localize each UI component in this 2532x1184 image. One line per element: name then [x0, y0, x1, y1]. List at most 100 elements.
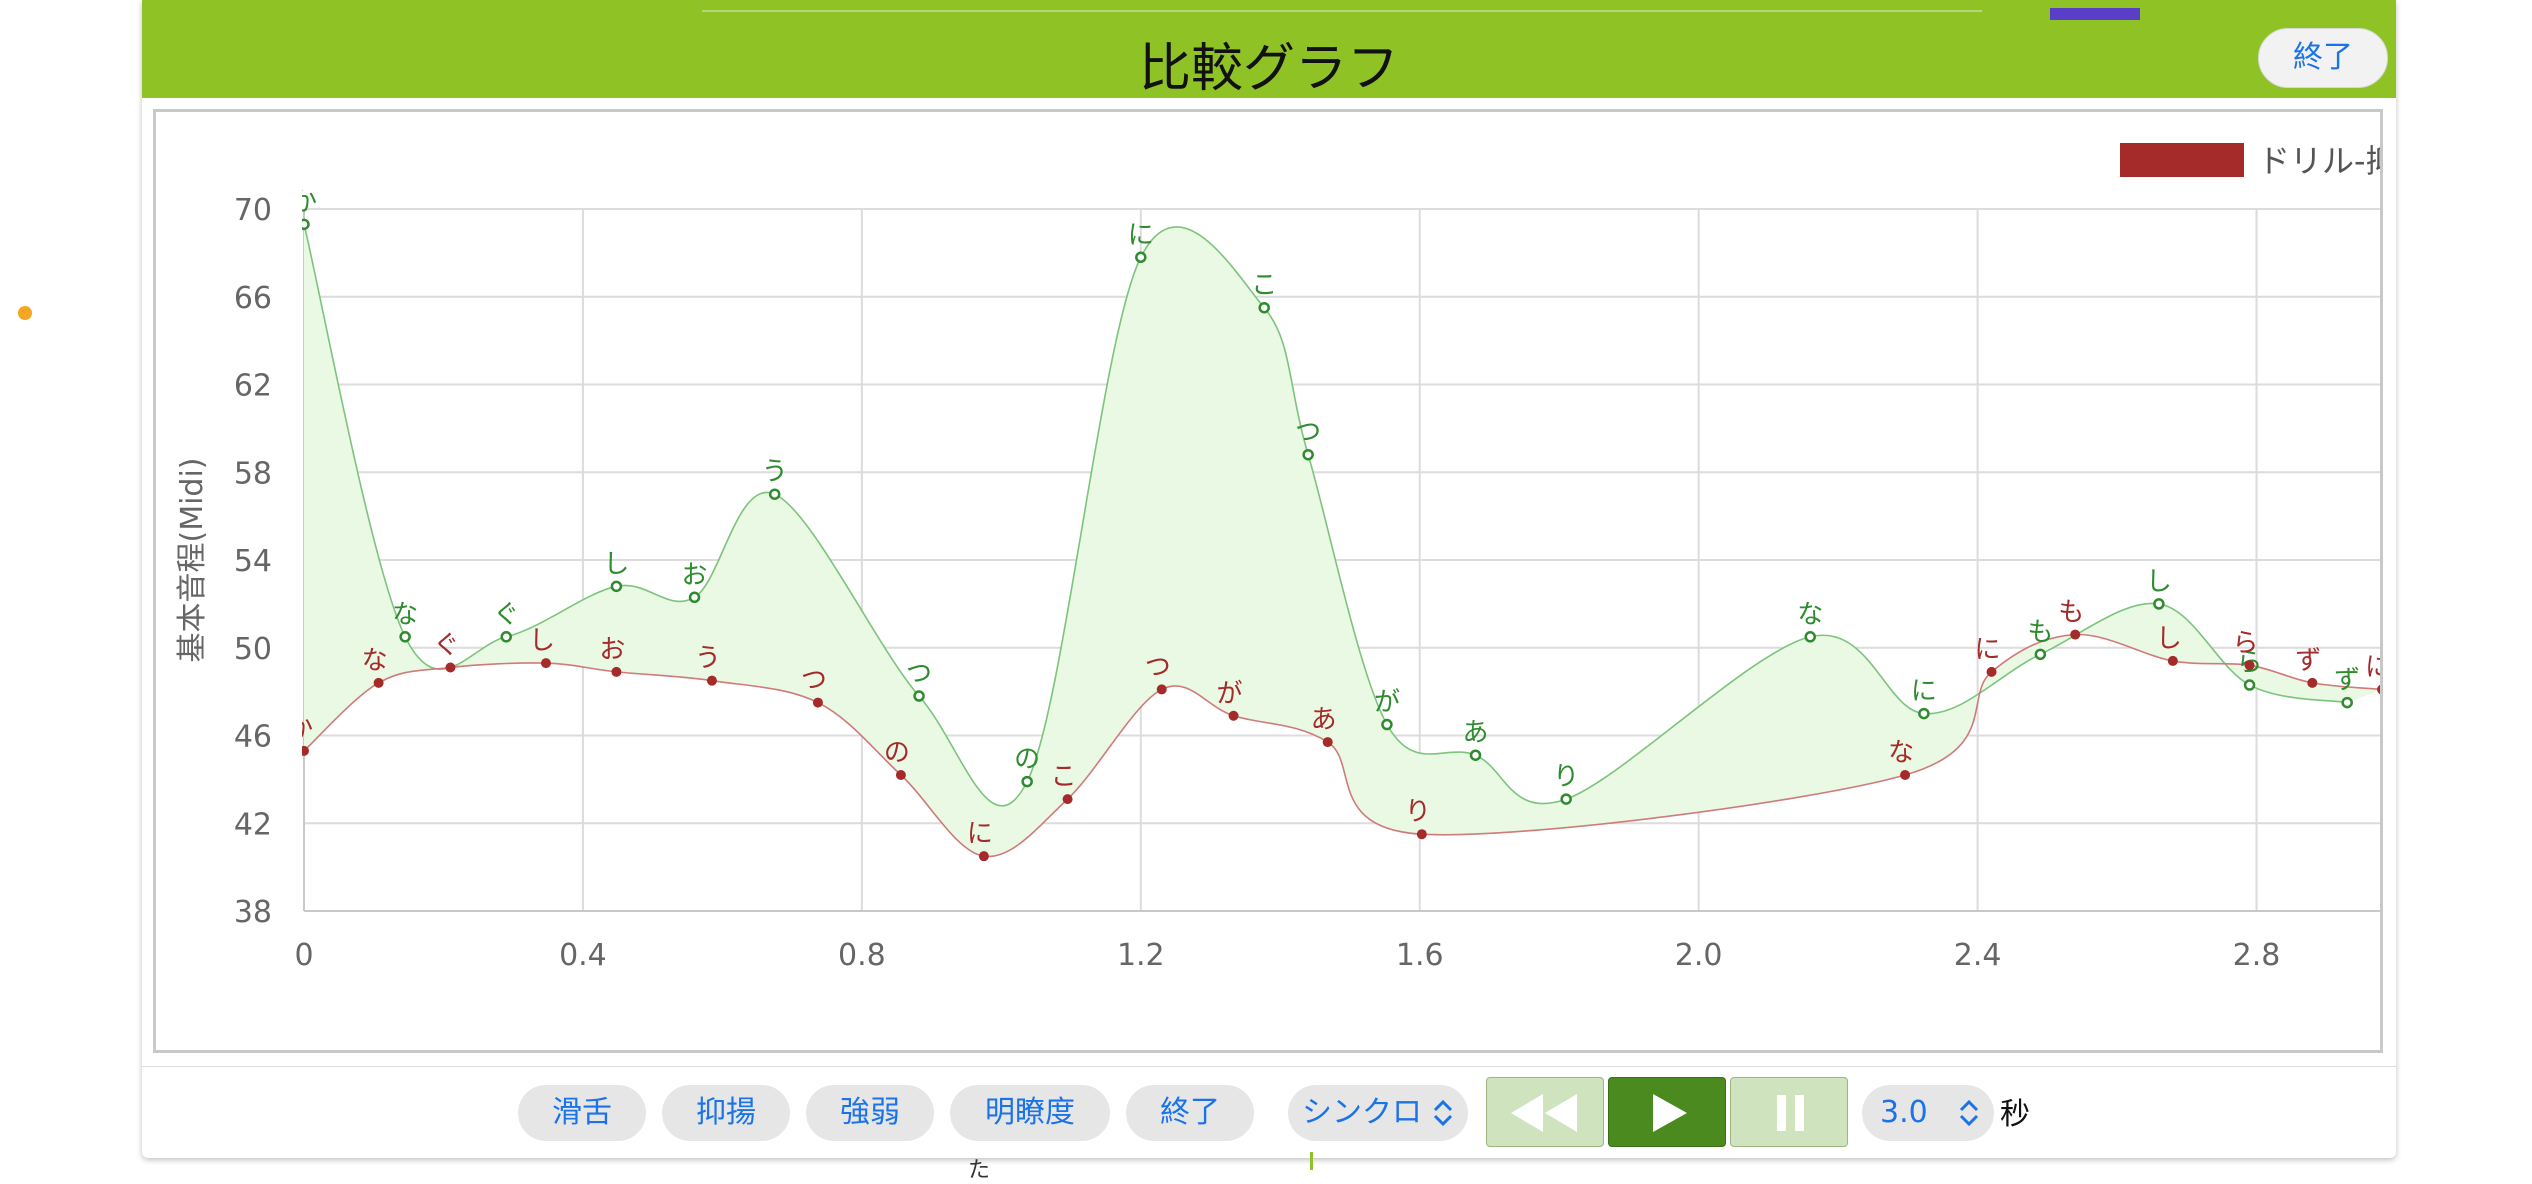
teacher-data-point — [1135, 251, 1147, 264]
top-strip — [142, 0, 2396, 20]
speed-select[interactable]: 3.0 — [1862, 1085, 1994, 1141]
teacher-point-label: ず — [2334, 666, 2360, 696]
pause-button[interactable] — [1730, 1077, 1848, 1147]
teacher-point-label: し — [2146, 567, 2172, 597]
teacher-point-label: し — [603, 549, 629, 579]
page-title: 比較グラフ — [1138, 39, 1399, 99]
drill-point-label: こ — [1051, 762, 1077, 792]
y-tick-label: 42 — [234, 807, 272, 842]
articulation-button[interactable]: 滑舌 — [518, 1085, 646, 1141]
teacher-data-point — [2243, 679, 2256, 691]
drill-data-point — [1228, 710, 1239, 721]
drill-point-label: つ — [1145, 652, 1171, 682]
pause-icon — [1777, 1095, 1804, 1131]
drill-data-point — [1416, 829, 1427, 840]
chart-container: 38 42 46 50 54 58 62 66 70 0 0.4 0.8 1.2 1.6 2.0 2.4 2.8… — [153, 109, 2383, 1053]
y-tick-label: 70 — [234, 193, 272, 228]
drill-point-label: お — [599, 635, 625, 665]
drill-data-point — [1156, 684, 1167, 695]
x-tick-label: 2.0 — [1675, 938, 1723, 973]
select-chevron-icon — [1433, 1099, 1453, 1127]
teacher-data-point — [500, 631, 512, 643]
teacher-point-label: な — [1797, 600, 1823, 630]
y-tick-label: 66 — [234, 281, 272, 316]
drill-point-label: り — [1405, 797, 1431, 827]
intonation-button[interactable]: 抑揚 — [662, 1085, 790, 1141]
select-chevron-icon — [1959, 1099, 1979, 1127]
drill-data-point — [540, 658, 551, 669]
close-button[interactable]: 終了 — [2258, 28, 2388, 88]
teacher-point-label: が — [1374, 688, 1400, 718]
teacher-data-point — [1918, 707, 1930, 720]
teacher-data-point — [2153, 598, 2165, 610]
drill-data-point — [302, 745, 309, 756]
y-tick-label: 62 — [234, 369, 272, 404]
drill-point-label: に — [2365, 652, 2380, 682]
rewind-button[interactable] — [1486, 1077, 1604, 1147]
x-tick-label: 0.4 — [559, 938, 607, 973]
drill-point-label: に — [1975, 635, 2001, 665]
teacher-point-label: な — [392, 600, 418, 630]
teacher-data-point — [1381, 718, 1393, 731]
teacher-point-label: う — [762, 457, 788, 487]
drill-data-point — [706, 675, 717, 686]
drill-data-point — [2307, 677, 2318, 688]
teacher-data-point — [399, 631, 411, 643]
drill-data-point — [1322, 737, 1333, 748]
teacher-point-label: つ — [1295, 418, 1321, 448]
drill-point-label: も — [2058, 598, 2084, 628]
drill-data-point — [1986, 666, 1997, 677]
teacher-data-point — [610, 580, 623, 593]
drill-data-point — [2070, 629, 2081, 640]
clarity-button[interactable]: 明瞭度 — [950, 1085, 1110, 1141]
dialog-header: 比較グラフ 終了 — [142, 20, 2396, 99]
teacher-data-point — [688, 591, 701, 604]
x-tick-label: 1.2 — [1117, 938, 1165, 973]
y-tick-label: 58 — [234, 456, 272, 491]
teacher-point-label: も — [2027, 617, 2053, 647]
drill-data-point — [895, 769, 906, 780]
y-tick-label: 54 — [234, 544, 272, 579]
drill-point-label: な — [362, 646, 388, 676]
drill-data-point — [445, 662, 456, 673]
drill-data-point — [2167, 655, 2178, 666]
teacher-data-point — [1258, 301, 1270, 314]
drill-data-point — [2244, 660, 2255, 671]
teacher-data-point — [1021, 775, 1033, 788]
teacher-data-point — [1469, 749, 1482, 761]
sync-select-label: シンクロ — [1302, 1095, 1422, 1130]
teacher-data-point — [1804, 631, 1816, 643]
teacher-data-point — [2034, 648, 2047, 661]
drill-point-label: な — [1888, 738, 1914, 768]
drill-point-label: か — [287, 714, 313, 744]
drill-point-label: あ — [1311, 705, 1337, 735]
drill-point-label: ず — [2295, 646, 2321, 676]
x-tick-label: 0 — [294, 938, 313, 973]
teacher-point-label: お — [681, 560, 707, 590]
teacher-point-label: に — [1911, 677, 1937, 707]
drill-data-point — [1062, 794, 1073, 805]
teacher-point-label: あ — [1463, 718, 1489, 748]
stress-button[interactable]: 強弱 — [806, 1085, 934, 1141]
seconds-unit-label: 秒 — [2000, 1097, 2030, 1132]
drill-point-label: つ — [801, 666, 827, 696]
y-tick-label: 46 — [234, 720, 272, 755]
series-group: かなぐしおうつのにこつがありなにもしらずかなぐしおうつのにこつがありなにもしらず… — [287, 187, 2380, 862]
speed-select-value: 3.0 — [1880, 1095, 1928, 1130]
drill-point-label: ら — [2233, 628, 2259, 658]
teacher-point-label: に — [1128, 220, 1154, 250]
teacher-point-label: こ — [1251, 271, 1277, 301]
play-button[interactable] — [1608, 1077, 1726, 1147]
difference-area — [304, 224, 2380, 857]
end-button[interactable]: 終了 — [1126, 1085, 1254, 1141]
drill-point-label: し — [529, 626, 555, 656]
orange-indicator-dot — [18, 306, 32, 320]
sync-select[interactable]: シンクロ — [1288, 1085, 1468, 1141]
y-tick-label: 38 — [234, 895, 272, 930]
legend-label: ドリル-抑揚 — [2258, 142, 2380, 180]
rewind-icon — [1511, 1094, 1577, 1132]
teacher-data-point — [1560, 793, 1572, 805]
teacher-point-label: つ — [906, 659, 932, 689]
top-strip-divider — [702, 10, 1982, 12]
drill-point-label: の — [884, 738, 910, 768]
